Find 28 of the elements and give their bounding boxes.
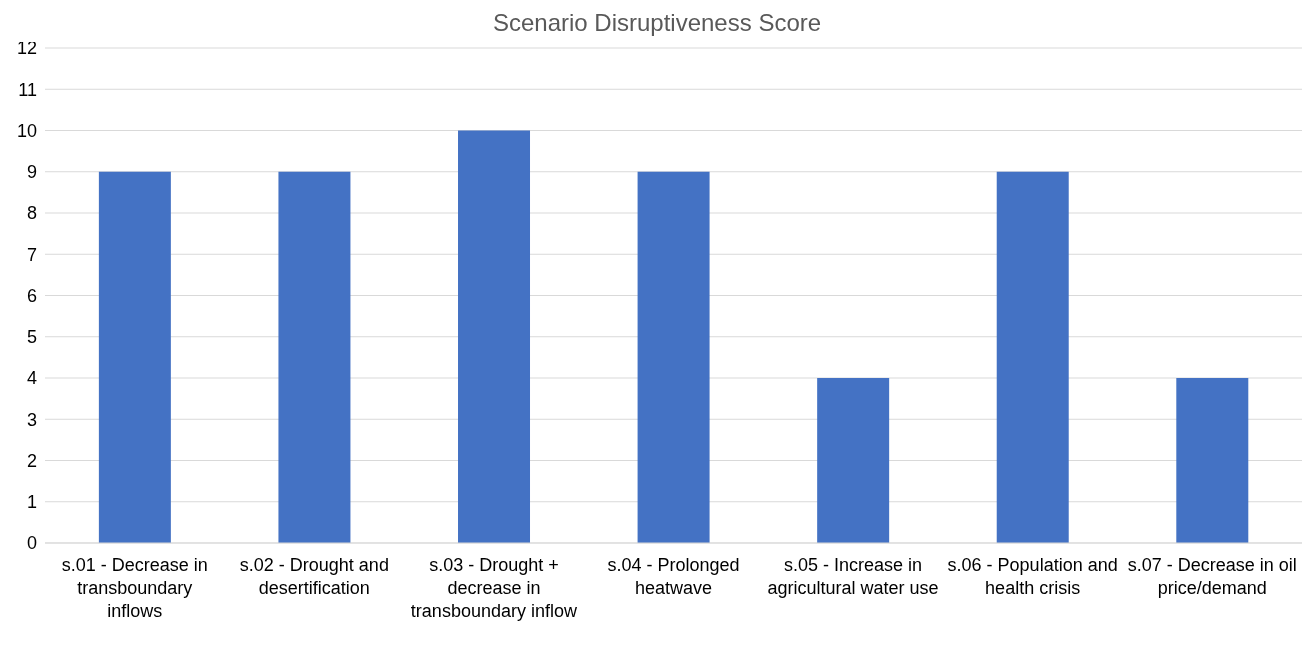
- y-tick-label: 5: [26, 327, 37, 348]
- x-tick-label: s.07 - Decrease in oil price/demand: [1127, 555, 1297, 599]
- x-tick-label: s.06 - Population and health crisis: [947, 555, 1118, 599]
- y-tick-label: 11: [18, 79, 37, 100]
- y-tick-label: 12: [16, 38, 37, 59]
- bar: [817, 378, 890, 543]
- x-tick-label: s.01 - Decrease in transboundary inflows: [61, 555, 208, 622]
- chart-title: Scenario Disruptiveness Score: [492, 9, 822, 36]
- x-tick-label: s.02 - Drought and desertification: [239, 555, 389, 599]
- y-tick-label: 7: [26, 244, 37, 265]
- y-tick-label: 8: [26, 203, 37, 224]
- y-tick-label: 6: [26, 285, 37, 306]
- bar: [458, 130, 531, 543]
- y-tick-label: 0: [26, 533, 37, 554]
- y-tick-label: 9: [26, 162, 37, 183]
- bar: [637, 171, 710, 543]
- x-tick-label: s.05 - Increase in agricultural water use: [767, 555, 939, 599]
- bar: [996, 171, 1069, 543]
- y-tick-label: 10: [16, 120, 37, 141]
- x-tick-label: s.04 - Prolonged heatwave: [607, 555, 740, 599]
- bar: [1176, 378, 1249, 543]
- y-tick-label: 4: [26, 368, 37, 389]
- y-tick-label: 2: [26, 450, 37, 471]
- bar: [98, 171, 171, 543]
- bar: [278, 171, 351, 543]
- y-tick-label: 3: [26, 409, 37, 430]
- y-tick-label: 1: [26, 492, 37, 513]
- x-tick-label: s.03 - Drought + decrease in transboundary inflow: [410, 555, 578, 622]
